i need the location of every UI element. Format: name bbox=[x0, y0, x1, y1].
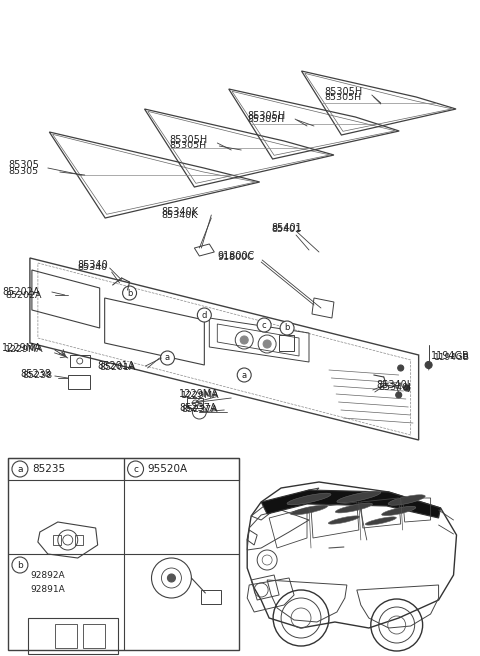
Text: b: b bbox=[127, 289, 132, 298]
Text: 92892A: 92892A bbox=[30, 571, 64, 581]
Text: 85305H: 85305H bbox=[324, 87, 362, 97]
Bar bbox=[70, 355, 90, 367]
Text: b: b bbox=[284, 323, 290, 333]
Circle shape bbox=[197, 308, 211, 322]
Text: 85201A: 85201A bbox=[98, 361, 135, 371]
Ellipse shape bbox=[287, 493, 331, 505]
Bar bbox=[8, 458, 239, 650]
Text: 1194GB: 1194GB bbox=[433, 354, 469, 363]
Ellipse shape bbox=[290, 505, 327, 515]
Text: 85340K: 85340K bbox=[161, 207, 199, 217]
Text: 85202A: 85202A bbox=[5, 291, 41, 300]
Polygon shape bbox=[261, 490, 441, 518]
Circle shape bbox=[122, 286, 136, 300]
Circle shape bbox=[257, 318, 271, 332]
Circle shape bbox=[12, 557, 28, 573]
Bar bbox=[55, 624, 77, 648]
Circle shape bbox=[160, 351, 174, 365]
Text: 85305H: 85305H bbox=[247, 115, 284, 125]
Circle shape bbox=[404, 385, 409, 391]
Bar bbox=[201, 590, 221, 604]
Text: 85401: 85401 bbox=[271, 226, 301, 234]
Bar bbox=[68, 375, 90, 389]
Circle shape bbox=[12, 461, 28, 477]
Ellipse shape bbox=[365, 517, 396, 525]
Bar bbox=[75, 535, 83, 545]
Bar bbox=[83, 624, 105, 648]
Circle shape bbox=[128, 461, 144, 477]
Bar bbox=[8, 458, 123, 480]
Text: 1229MA: 1229MA bbox=[5, 346, 44, 354]
Text: 85305: 85305 bbox=[8, 160, 39, 170]
Text: 85305: 85305 bbox=[8, 167, 38, 176]
Circle shape bbox=[237, 368, 251, 382]
Bar bbox=[53, 535, 61, 545]
Text: 85340: 85340 bbox=[78, 260, 108, 270]
Text: 1194GB: 1194GB bbox=[431, 351, 469, 361]
Text: 85305H: 85305H bbox=[169, 142, 206, 150]
Ellipse shape bbox=[328, 516, 360, 524]
Bar bbox=[187, 398, 204, 408]
Text: 85202A: 85202A bbox=[2, 287, 40, 297]
Text: 85237A: 85237A bbox=[181, 405, 218, 415]
Ellipse shape bbox=[336, 503, 372, 513]
Text: 92891A: 92891A bbox=[30, 584, 65, 594]
Text: 85201A: 85201A bbox=[100, 363, 136, 373]
Ellipse shape bbox=[337, 491, 381, 502]
Text: 85401: 85401 bbox=[271, 223, 302, 233]
Text: 85340J: 85340J bbox=[379, 384, 412, 392]
Text: 85305H: 85305H bbox=[169, 135, 208, 145]
Ellipse shape bbox=[382, 506, 416, 516]
Circle shape bbox=[398, 365, 404, 371]
Text: a: a bbox=[241, 371, 247, 380]
Text: 1229MA: 1229MA bbox=[181, 392, 220, 401]
Circle shape bbox=[240, 336, 248, 344]
Text: 85237A: 85237A bbox=[180, 403, 217, 413]
Circle shape bbox=[425, 361, 432, 369]
Text: 85235: 85235 bbox=[32, 464, 65, 474]
Text: 91800C: 91800C bbox=[217, 253, 254, 262]
Text: a: a bbox=[17, 464, 23, 474]
Circle shape bbox=[280, 321, 294, 335]
Text: 1229MA: 1229MA bbox=[2, 343, 42, 353]
Text: 85340K: 85340K bbox=[161, 211, 198, 220]
Text: 85340J: 85340J bbox=[377, 380, 410, 390]
Text: 85238: 85238 bbox=[22, 371, 52, 380]
Text: 1229MA: 1229MA bbox=[180, 389, 219, 399]
Circle shape bbox=[168, 574, 175, 582]
Text: c: c bbox=[133, 464, 138, 474]
Text: 85238: 85238 bbox=[20, 369, 51, 379]
Text: b: b bbox=[17, 560, 23, 569]
Text: d: d bbox=[202, 310, 207, 319]
Ellipse shape bbox=[388, 495, 425, 505]
Text: 95520A: 95520A bbox=[147, 464, 188, 474]
Circle shape bbox=[263, 340, 271, 348]
Text: 85340: 85340 bbox=[78, 264, 108, 272]
Text: c: c bbox=[262, 321, 266, 329]
Text: a: a bbox=[165, 354, 170, 363]
Text: 85305H: 85305H bbox=[324, 92, 361, 102]
Circle shape bbox=[396, 392, 402, 398]
Bar bbox=[123, 458, 239, 480]
Bar bbox=[279, 335, 294, 351]
Text: 85305H: 85305H bbox=[247, 111, 286, 121]
Text: 91800C: 91800C bbox=[217, 251, 255, 261]
